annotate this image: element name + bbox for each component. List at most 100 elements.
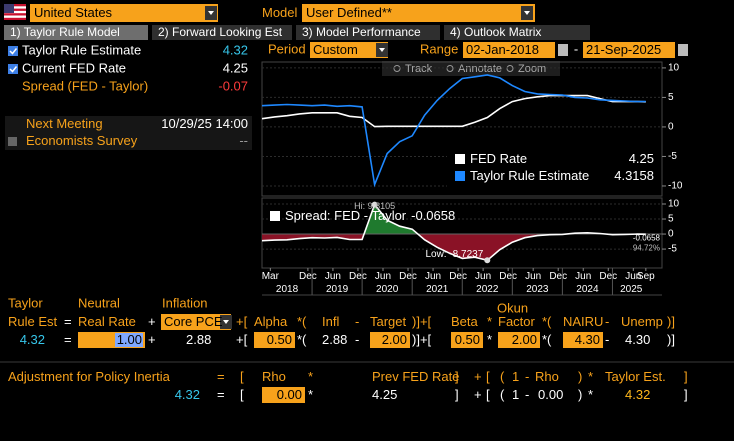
series-line — [261, 74, 646, 188]
result: 4.32 — [20, 332, 45, 347]
formula-value: - — [355, 332, 359, 347]
check-mark — [9, 48, 18, 55]
formula-term: Target — [370, 314, 407, 329]
inertia-term: * — [308, 369, 313, 384]
input-value: 2.00 — [512, 332, 537, 347]
formula-term: = — [64, 314, 72, 329]
legend — [447, 148, 660, 190]
dropdown-arrow — [208, 11, 214, 15]
formula-value: 4.32 — [625, 387, 650, 402]
inertia-term: - — [525, 369, 529, 384]
tab[interactable] — [4, 25, 148, 40]
input-value: 4.30 — [575, 332, 600, 347]
result: 4.32 — [175, 387, 200, 402]
input-box[interactable] — [370, 332, 410, 348]
flag-stripe — [4, 13, 26, 16]
y-tick-label: -5 — [668, 151, 677, 162]
tab[interactable] — [152, 25, 292, 40]
tab[interactable] — [296, 25, 440, 40]
calendar-icon[interactable] — [678, 44, 688, 56]
x-tick-label: Dec — [399, 271, 417, 282]
formula-term: Unemp — [621, 314, 663, 329]
formula-term: Infl — [322, 314, 339, 329]
year-label: 2021 — [426, 284, 449, 295]
input-value: 2.00 — [382, 332, 407, 347]
formula-term: - — [355, 314, 359, 329]
pct-label: 94.72% — [633, 243, 660, 252]
formula-term: +[ — [236, 314, 248, 329]
start-date[interactable] — [463, 42, 555, 58]
formula-value: [ — [486, 387, 490, 402]
low-marker — [484, 257, 491, 264]
inertia-term: ] — [455, 369, 459, 384]
formula-value: - — [525, 387, 529, 402]
formula-term: * — [487, 314, 492, 329]
label: Next Meeting — [26, 116, 103, 131]
year-label: 2022 — [476, 284, 499, 295]
input-box[interactable] — [262, 387, 305, 403]
y-tick-label: -10 — [668, 181, 683, 192]
calendar-icon[interactable] — [558, 44, 568, 56]
tab[interactable] — [444, 25, 590, 40]
dropdown-arrow — [223, 320, 229, 324]
legend-value: -0.0658 — [411, 208, 455, 223]
dropdown-arrow — [379, 48, 385, 52]
inertia-term: * — [588, 369, 593, 384]
tool[interactable]: Annotate — [458, 63, 502, 75]
end-date[interactable] — [583, 42, 675, 58]
legend-label: Spread: FED - Taylor — [285, 208, 407, 223]
y-tick-label: 10 — [668, 199, 680, 210]
input-value: 0.00 — [277, 387, 302, 402]
label: 21-Sep-2025 — [586, 42, 661, 57]
inertia-term: Rho — [262, 369, 286, 384]
formula-value: + — [474, 387, 482, 402]
tool[interactable]: Zoom — [518, 63, 546, 75]
model-dropdown[interactable] — [302, 4, 535, 22]
checkbox[interactable] — [8, 46, 18, 56]
input-box[interactable] — [451, 332, 483, 348]
input-value: 0.50 — [267, 332, 292, 347]
tab-label: 1) Taylor Rule Model — [10, 25, 120, 39]
inertia-term: [ — [240, 369, 244, 384]
year-label: 2018 — [276, 284, 299, 295]
x-tick-label: Jun — [475, 271, 491, 282]
legend-swatch — [270, 211, 280, 221]
hi-marker — [371, 201, 378, 208]
inertia-term: = — [217, 369, 225, 384]
formula-value: 2.88 — [186, 332, 211, 347]
legend-value: 4.3158 — [614, 168, 654, 183]
summary-label: Current FED Rate — [22, 60, 126, 75]
tool[interactable]: Track — [405, 63, 433, 75]
country-dropdown[interactable] — [30, 4, 218, 22]
formula-term: NAIRU — [563, 314, 603, 329]
input-box[interactable] — [498, 332, 540, 348]
formula-value: *( — [542, 332, 552, 347]
input-box[interactable] — [563, 332, 603, 348]
formula-term: Alpha — [254, 314, 288, 329]
legend-swatch — [455, 171, 465, 181]
inertia-term: + — [474, 369, 482, 384]
inertia-term: [ — [486, 369, 490, 384]
checkbox[interactable] — [8, 64, 18, 74]
inflation-dropdown[interactable] — [161, 314, 231, 330]
meeting-panel — [5, 116, 252, 150]
legend-label: Taylor Rule Estimate — [470, 168, 589, 183]
formula-term: )]+[ — [412, 314, 432, 329]
input-box[interactable] — [254, 332, 295, 348]
formula-value: * — [588, 387, 593, 402]
x-tick-label: Jun — [525, 271, 541, 282]
formula-value: = — [64, 332, 72, 347]
tab-label: 4) Outlook Matrix — [450, 25, 541, 39]
label: 10/29/25 14:00 — [161, 116, 248, 131]
period-dropdown[interactable] — [310, 42, 388, 58]
formula-value: 2.88 — [322, 332, 347, 347]
country: United States — [34, 5, 113, 20]
formula-value: ] — [684, 387, 688, 402]
formula-value: 0.00 — [538, 387, 563, 402]
check-mark — [9, 66, 18, 73]
flag — [4, 4, 26, 20]
summary-label: Taylor Rule Estimate — [22, 42, 141, 57]
legend-label: FED Rate — [470, 151, 527, 166]
